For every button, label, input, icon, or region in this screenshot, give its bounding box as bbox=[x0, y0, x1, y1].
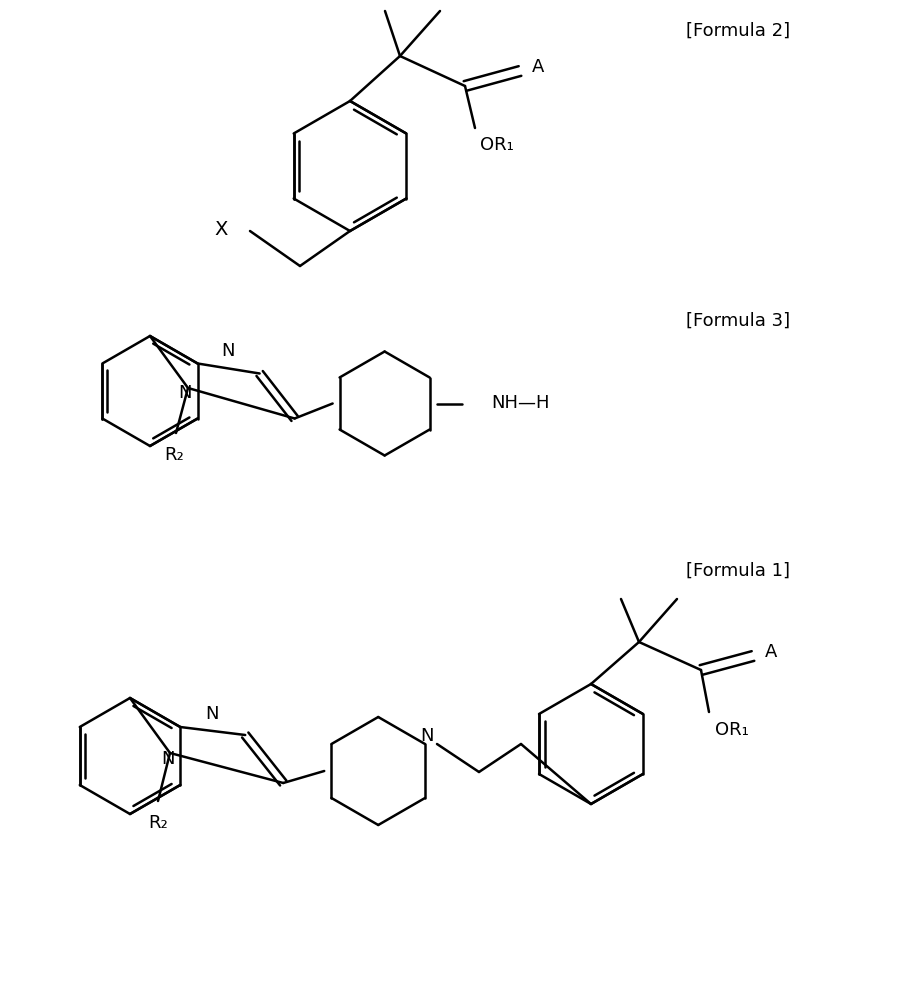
Text: [Formula 3]: [Formula 3] bbox=[686, 312, 790, 330]
Text: R₂: R₂ bbox=[148, 814, 168, 832]
Text: [Formula 2]: [Formula 2] bbox=[686, 22, 790, 40]
Text: X: X bbox=[215, 219, 228, 238]
Text: R₂: R₂ bbox=[164, 446, 184, 464]
Text: N: N bbox=[206, 705, 219, 723]
Text: OR₁: OR₁ bbox=[715, 721, 749, 739]
Text: A: A bbox=[765, 643, 778, 661]
Text: N: N bbox=[162, 750, 175, 768]
Text: N: N bbox=[420, 727, 434, 745]
Text: N: N bbox=[221, 342, 234, 360]
Text: [Formula 1]: [Formula 1] bbox=[686, 562, 790, 580]
Text: OR₁: OR₁ bbox=[480, 136, 514, 154]
Text: A: A bbox=[532, 58, 544, 76]
Text: NH—H: NH—H bbox=[491, 394, 550, 412]
Text: N: N bbox=[178, 384, 192, 402]
